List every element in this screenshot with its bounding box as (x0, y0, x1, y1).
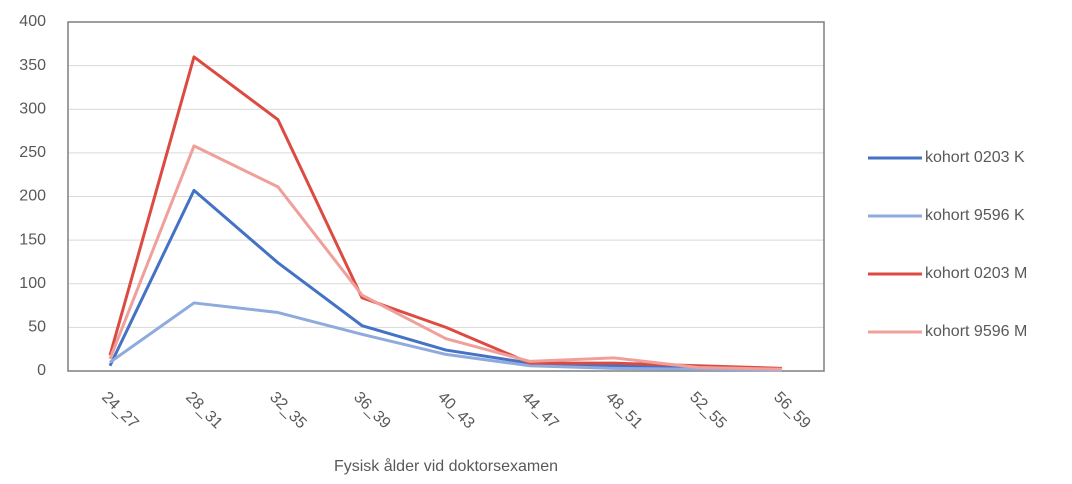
legend-label: kohort 9596 K (925, 207, 1025, 224)
x-tick-label: 32_35 (266, 389, 310, 433)
y-tick-label: 400 (19, 13, 46, 30)
x-tick-label: 24_27 (98, 389, 142, 433)
y-tick-label: 300 (19, 100, 46, 117)
series-line (108, 55, 783, 370)
x-tick-label: 52_55 (686, 389, 730, 433)
x-tick-label: 36_39 (350, 389, 394, 433)
y-tick-label: 50 (28, 319, 46, 336)
x-axis-title: Fysisk ålder vid doktorsexamen (334, 457, 558, 475)
series-line (109, 301, 783, 372)
y-tick-label: 150 (19, 231, 46, 248)
x-tick-label: 28_31 (182, 389, 226, 433)
y-tick-label: 250 (19, 144, 46, 161)
y-tick-label: 0 (37, 362, 46, 379)
y-tick-label: 100 (19, 275, 46, 292)
series-line (108, 188, 783, 371)
plot-border (67, 21, 825, 372)
x-tick-label: 56_59 (770, 389, 814, 433)
x-tick-label: 48_51 (602, 389, 646, 433)
legend-label: kohort 0203 K (925, 149, 1025, 166)
x-tick-label: 44_47 (518, 389, 562, 433)
series-line (108, 144, 783, 371)
x-tick-label: 40_43 (434, 389, 478, 433)
legend-label: kohort 9596 M (925, 323, 1027, 340)
y-tick-label: 350 (19, 57, 46, 74)
legend-label: kohort 0203 M (925, 265, 1027, 282)
y-tick-label: 200 (19, 188, 46, 205)
